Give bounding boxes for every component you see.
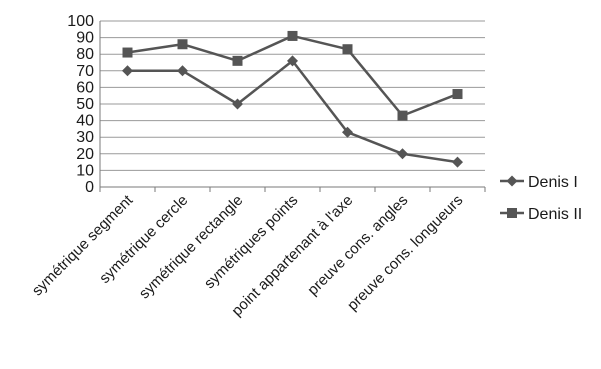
y-tick-label: 40: [76, 113, 94, 130]
x-tick-label: symétrique segment: [29, 191, 137, 299]
series-denis-i: [122, 55, 463, 168]
data-point: [342, 44, 353, 55]
data-point: [507, 208, 517, 218]
data-point: [452, 156, 463, 168]
data-point: [177, 65, 188, 77]
x-tick-label: symétriques points: [201, 192, 301, 292]
y-tick-label: 0: [85, 179, 94, 196]
data-point: [452, 89, 463, 100]
data-point: [232, 98, 243, 110]
legend-label: Denis II: [528, 206, 582, 223]
y-tick-label: 90: [76, 30, 94, 47]
x-tick-label: preuve cons. longueurs: [344, 192, 466, 314]
legend-item: Denis II: [500, 206, 582, 223]
y-tick-label: 70: [76, 63, 94, 80]
data-point: [506, 175, 518, 187]
axes: [99, 21, 486, 192]
y-tick-label: 80: [76, 46, 94, 63]
data-point: [397, 110, 408, 121]
series-denis-ii: [122, 30, 463, 121]
data-point: [122, 65, 133, 77]
series-line: [127, 59, 458, 164]
legend-label: Denis I: [528, 174, 578, 191]
gridlines: [100, 20, 485, 171]
data-point: [287, 55, 298, 67]
data-point: [232, 55, 243, 66]
data-point: [177, 39, 188, 50]
y-tick-label: 60: [76, 79, 94, 96]
x-tick-label: symétrique rectangle: [136, 192, 246, 302]
legend-item: Denis I: [500, 174, 578, 191]
data-point: [122, 47, 133, 58]
x-tick-label: preuve cons. angles: [304, 192, 411, 299]
series-lines: [122, 30, 463, 168]
y-tick-label: 50: [76, 96, 94, 113]
y-tick-label: 30: [76, 129, 94, 146]
legend: Denis I Denis II: [500, 174, 582, 223]
data-point: [287, 30, 298, 41]
y-tick-label: 100: [67, 13, 94, 30]
data-point: [342, 126, 353, 138]
y-tick-label: 10: [76, 162, 94, 179]
data-point: [397, 148, 408, 160]
y-tick-label: 20: [76, 146, 94, 163]
